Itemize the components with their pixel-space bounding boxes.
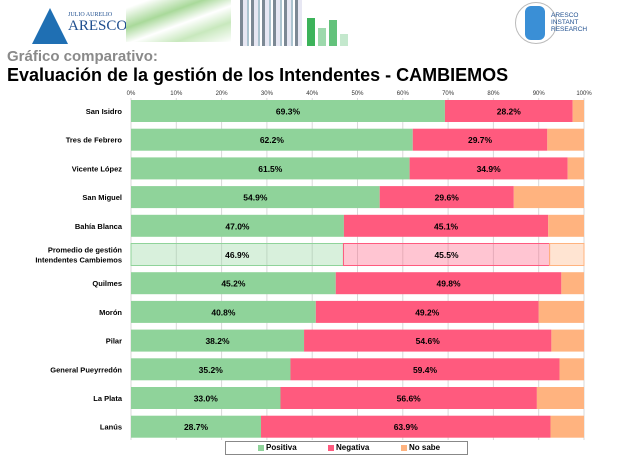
legend-no-sabe: No sabe xyxy=(401,443,440,452)
bar-negativa xyxy=(412,128,548,151)
bar-positiva xyxy=(131,272,336,295)
data-label: 61.5% xyxy=(258,164,283,174)
data-label: 33.0% xyxy=(194,394,219,404)
x-tick-label: 100% xyxy=(576,91,592,97)
category-label: Tres de Febrero xyxy=(66,136,123,145)
decorative-bars-icon xyxy=(305,10,371,46)
bar-positiva xyxy=(131,128,413,151)
bar-no-sabe xyxy=(513,186,584,209)
x-tick-label: 50% xyxy=(351,91,364,97)
bar-no-sabe xyxy=(536,387,584,409)
category-label: La Plata xyxy=(93,394,123,403)
category-label: General Pueyrredón xyxy=(50,365,122,374)
bar-negativa xyxy=(280,387,537,409)
bar-negativa xyxy=(335,272,562,295)
data-label: 45.2% xyxy=(221,279,246,289)
category-label: San Isidro xyxy=(86,107,123,116)
bar-no-sabe xyxy=(559,358,584,381)
data-label: 28.7% xyxy=(184,422,209,432)
bar-no-sabe xyxy=(549,243,585,266)
data-label: 54.9% xyxy=(243,193,268,203)
bar-no-sabe xyxy=(547,128,584,151)
data-label: 69.3% xyxy=(276,107,301,117)
bar-no-sabe xyxy=(561,272,584,295)
category-label: Pilar xyxy=(106,337,122,346)
bar-no-sabe xyxy=(567,157,584,180)
category-label: Quilmes xyxy=(92,279,122,288)
bar-negativa xyxy=(444,100,573,122)
data-label: 28.2% xyxy=(497,107,522,117)
data-label: 45.1% xyxy=(434,221,459,231)
category-label: Promedio de gestión Intendentes Cambiemos xyxy=(35,246,122,265)
x-tick-label: 90% xyxy=(533,91,546,97)
logo-right-text: ARESCO INSTANT RESEARCH xyxy=(551,12,588,33)
decorative-swoosh xyxy=(126,0,231,42)
bar-positiva xyxy=(131,186,380,209)
data-label: 45.5% xyxy=(434,250,459,260)
x-tick-label: 60% xyxy=(397,91,410,97)
bar-positiva xyxy=(131,300,316,323)
x-tick-label: 20% xyxy=(216,91,229,97)
bar-positiva xyxy=(131,157,410,180)
bar-no-sabe xyxy=(538,300,584,323)
data-label: 29.7% xyxy=(468,135,493,145)
data-label: 47.0% xyxy=(225,221,250,231)
legend: Positiva Negativa No sabe xyxy=(225,441,468,455)
x-tick-label: 70% xyxy=(442,91,455,97)
bar-negativa xyxy=(315,300,539,323)
x-tick-label: 40% xyxy=(306,91,319,97)
category-label: Lanús xyxy=(100,423,122,432)
data-label: 40.8% xyxy=(211,307,236,317)
data-label: 35.2% xyxy=(199,365,224,375)
bar-positiva xyxy=(131,358,291,381)
logo-small-text: JULIO AURELIO xyxy=(68,12,113,18)
bar-negativa xyxy=(343,214,549,237)
category-label: Morón xyxy=(99,308,122,317)
bar-no-sabe xyxy=(551,329,584,352)
data-label: 38.2% xyxy=(205,336,230,346)
data-label: 34.9% xyxy=(477,164,502,174)
category-label: Bahía Blanca xyxy=(75,222,123,231)
data-label: 63.9% xyxy=(394,422,419,432)
people-image xyxy=(240,0,302,46)
bar-no-sabe xyxy=(572,100,584,122)
data-label: 62.2% xyxy=(260,135,285,145)
data-label: 59.4% xyxy=(413,365,438,375)
bar-no-sabe xyxy=(548,214,584,237)
category-label: Vicente López xyxy=(72,164,123,173)
x-tick-label: 80% xyxy=(487,91,500,97)
x-tick-label: 30% xyxy=(261,91,274,97)
subtitle: Gráfico comparativo: xyxy=(7,48,158,65)
data-label: 46.9% xyxy=(225,250,250,260)
data-label: 29.6% xyxy=(435,193,460,203)
data-label: 54.6% xyxy=(416,336,441,346)
bar-negativa xyxy=(304,329,552,352)
logo-big-text: ARESCO xyxy=(68,18,128,34)
bar-positiva xyxy=(131,329,305,352)
bar-positiva xyxy=(131,387,281,409)
bar-positiva xyxy=(131,415,262,438)
category-label: San Miguel xyxy=(82,193,122,202)
header-banner: JULIO AURELIO ARESCO ARESCO INSTANT RESE… xyxy=(0,0,618,48)
bar-negativa xyxy=(261,415,551,438)
data-label: 56.6% xyxy=(397,394,422,404)
bar-negativa xyxy=(409,157,568,180)
aresco-instant-research-logo: ARESCO INSTANT RESEARCH xyxy=(515,2,605,44)
bar-negativa xyxy=(379,186,514,209)
bar-positiva xyxy=(131,214,344,237)
data-label: 49.2% xyxy=(415,307,440,317)
aresco-logo: JULIO AURELIO ARESCO xyxy=(32,6,127,48)
bar-no-sabe xyxy=(550,415,584,438)
legend-positiva: Positiva xyxy=(258,443,297,452)
legend-negativa: Negativa xyxy=(328,443,369,452)
bar-negativa xyxy=(290,358,560,381)
data-label: 49.8% xyxy=(436,279,461,289)
bar-positiva xyxy=(131,100,445,122)
x-tick-label: 0% xyxy=(127,91,136,97)
page-title: Evaluación de la gestión de los Intenden… xyxy=(7,65,509,85)
x-tick-label: 10% xyxy=(170,91,183,97)
